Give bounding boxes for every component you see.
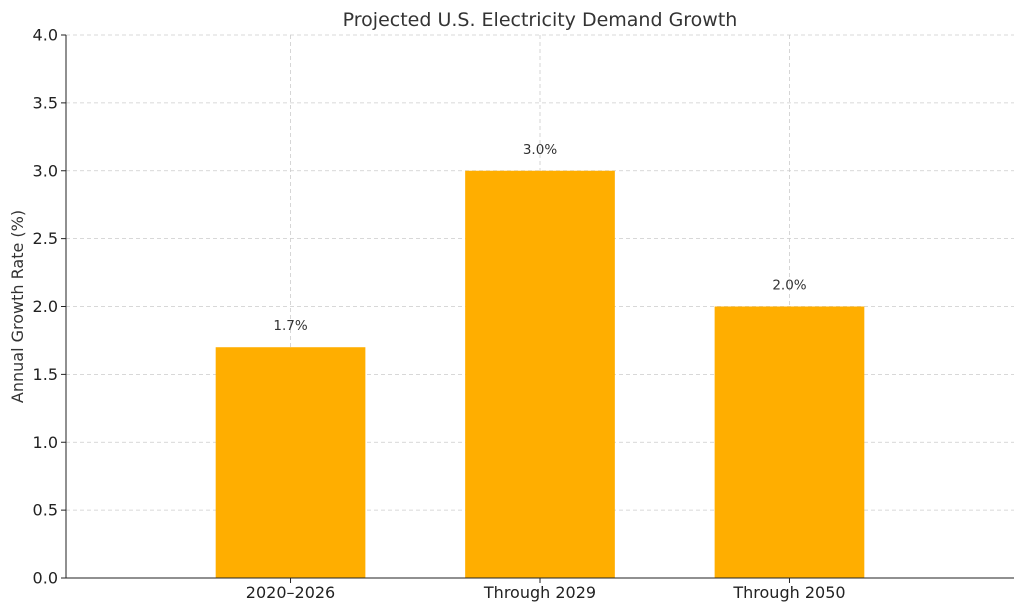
ticks: 0.0 0.5 1.0 1.5 2.0 2.5 3.0 3.5 4.0 2020–2026 Thro… — [33, 26, 846, 603]
data-labels: 1.7% 3.0% 2.0% — [273, 142, 806, 334]
x-tick-label: Through 2050 — [732, 583, 845, 602]
bar — [465, 170, 615, 578]
y-tick-label: 2.0 — [33, 297, 58, 316]
y-tick-label: 4.0 — [33, 26, 58, 45]
y-tick-label: 1.5 — [33, 365, 58, 384]
chart-title: Projected U.S. Electricity Demand Growth — [343, 9, 738, 31]
y-tick-label: 0.0 — [33, 569, 58, 588]
y-tick-label: 1.0 — [33, 433, 58, 452]
y-tick-label: 2.5 — [33, 229, 58, 248]
data-label: 3.0% — [523, 142, 557, 158]
x-tick-label: Through 2029 — [483, 583, 596, 602]
y-tick-label: 3.0 — [33, 161, 58, 180]
x-tick-label: 2020–2026 — [246, 583, 335, 602]
bar — [215, 347, 366, 578]
y-tick-label: 3.5 — [33, 93, 58, 112]
data-label: 2.0% — [772, 278, 806, 294]
bar — [714, 306, 865, 578]
data-label: 1.7% — [273, 318, 307, 334]
bars — [215, 170, 865, 578]
y-tick-label: 0.5 — [33, 501, 58, 520]
y-axis-label: Annual Growth Rate (%) — [8, 210, 27, 403]
